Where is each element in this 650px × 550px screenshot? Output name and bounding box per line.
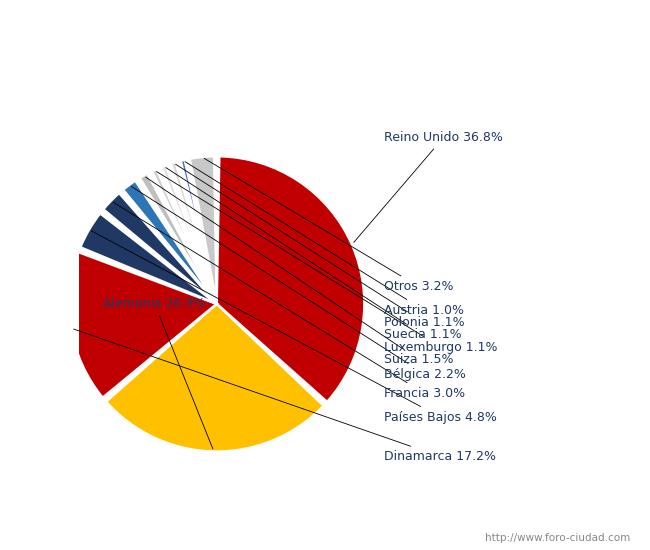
- Wedge shape: [81, 213, 216, 304]
- Text: Suiza 1.5%: Suiza 1.5%: [146, 177, 454, 366]
- Wedge shape: [123, 180, 216, 304]
- Wedge shape: [103, 193, 216, 304]
- Wedge shape: [106, 304, 324, 452]
- Wedge shape: [171, 162, 216, 304]
- Text: Polonia 1.1%: Polonia 1.1%: [176, 164, 465, 329]
- Text: Bélgica 2.2%: Bélgica 2.2%: [131, 186, 466, 381]
- Wedge shape: [161, 165, 216, 304]
- Wedge shape: [181, 160, 216, 304]
- Text: Alemania 26.9%: Alemania 26.9%: [103, 298, 213, 449]
- Wedge shape: [216, 156, 365, 402]
- Text: Luxemburgo 1.1%: Luxemburgo 1.1%: [157, 172, 497, 354]
- Text: Reino Unido 36.8%: Reino Unido 36.8%: [354, 131, 503, 243]
- Wedge shape: [69, 252, 216, 398]
- Text: Austria 1.0%: Austria 1.0%: [185, 162, 464, 317]
- Text: Otros 3.2%: Otros 3.2%: [204, 158, 454, 293]
- Text: http://www.foro-ciudad.com: http://www.foro-ciudad.com: [486, 534, 630, 543]
- Text: Suecia 1.1%: Suecia 1.1%: [166, 168, 462, 342]
- Wedge shape: [190, 156, 216, 304]
- Text: Países Bajos 4.8%: Países Bajos 4.8%: [92, 231, 497, 424]
- Text: Francia 3.0%: Francia 3.0%: [113, 202, 465, 400]
- Text: Fuencaliente de la Palma - Turistas extranjeros según país - Abril de 2024: Fuencaliente de la Palma - Turistas extr…: [44, 21, 606, 37]
- Wedge shape: [140, 173, 216, 304]
- Wedge shape: [152, 169, 216, 304]
- Text: Dinamarca 17.2%: Dinamarca 17.2%: [73, 329, 496, 463]
